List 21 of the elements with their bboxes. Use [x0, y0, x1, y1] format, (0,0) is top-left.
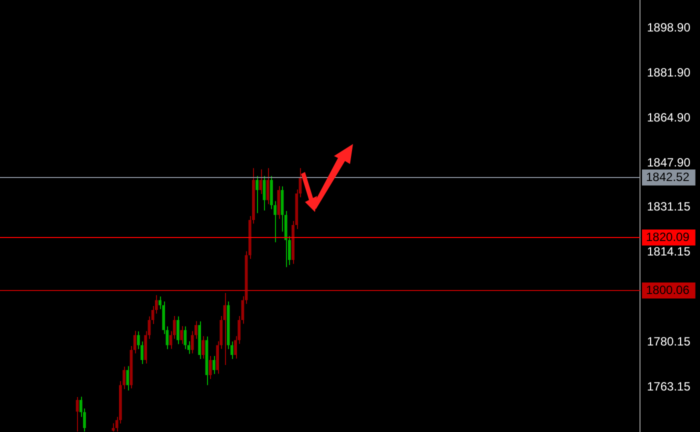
candlestick [176, 316, 180, 345]
y-tick-label: 1763.15 [647, 380, 691, 394]
candlestick [208, 356, 212, 380]
candlestick [259, 168, 262, 195]
ref-line-label: 1842.52 [646, 170, 690, 184]
y-tick-label: 1814.15 [647, 244, 691, 259]
y-tick-label: 1831.15 [647, 200, 691, 214]
candlestick [212, 356, 216, 375]
y-tick-label: 1847.90 [647, 155, 691, 170]
y-tick-label: 1864.90 [647, 110, 691, 124]
y-tick-label: 1881.90 [647, 65, 691, 80]
ref-line-label: 1800.06 [646, 282, 690, 297]
y-tick-label: 1898.90 [647, 20, 691, 34]
candlestick [126, 366, 130, 391]
candlestick [180, 326, 184, 344]
candlestick [256, 176, 259, 214]
ref-line-label: 1820.09 [646, 230, 690, 244]
candlestick [266, 168, 270, 205]
candlestick [184, 326, 187, 350]
candlestick [202, 336, 205, 360]
y-tick-label: 1780.15 [647, 334, 691, 349]
